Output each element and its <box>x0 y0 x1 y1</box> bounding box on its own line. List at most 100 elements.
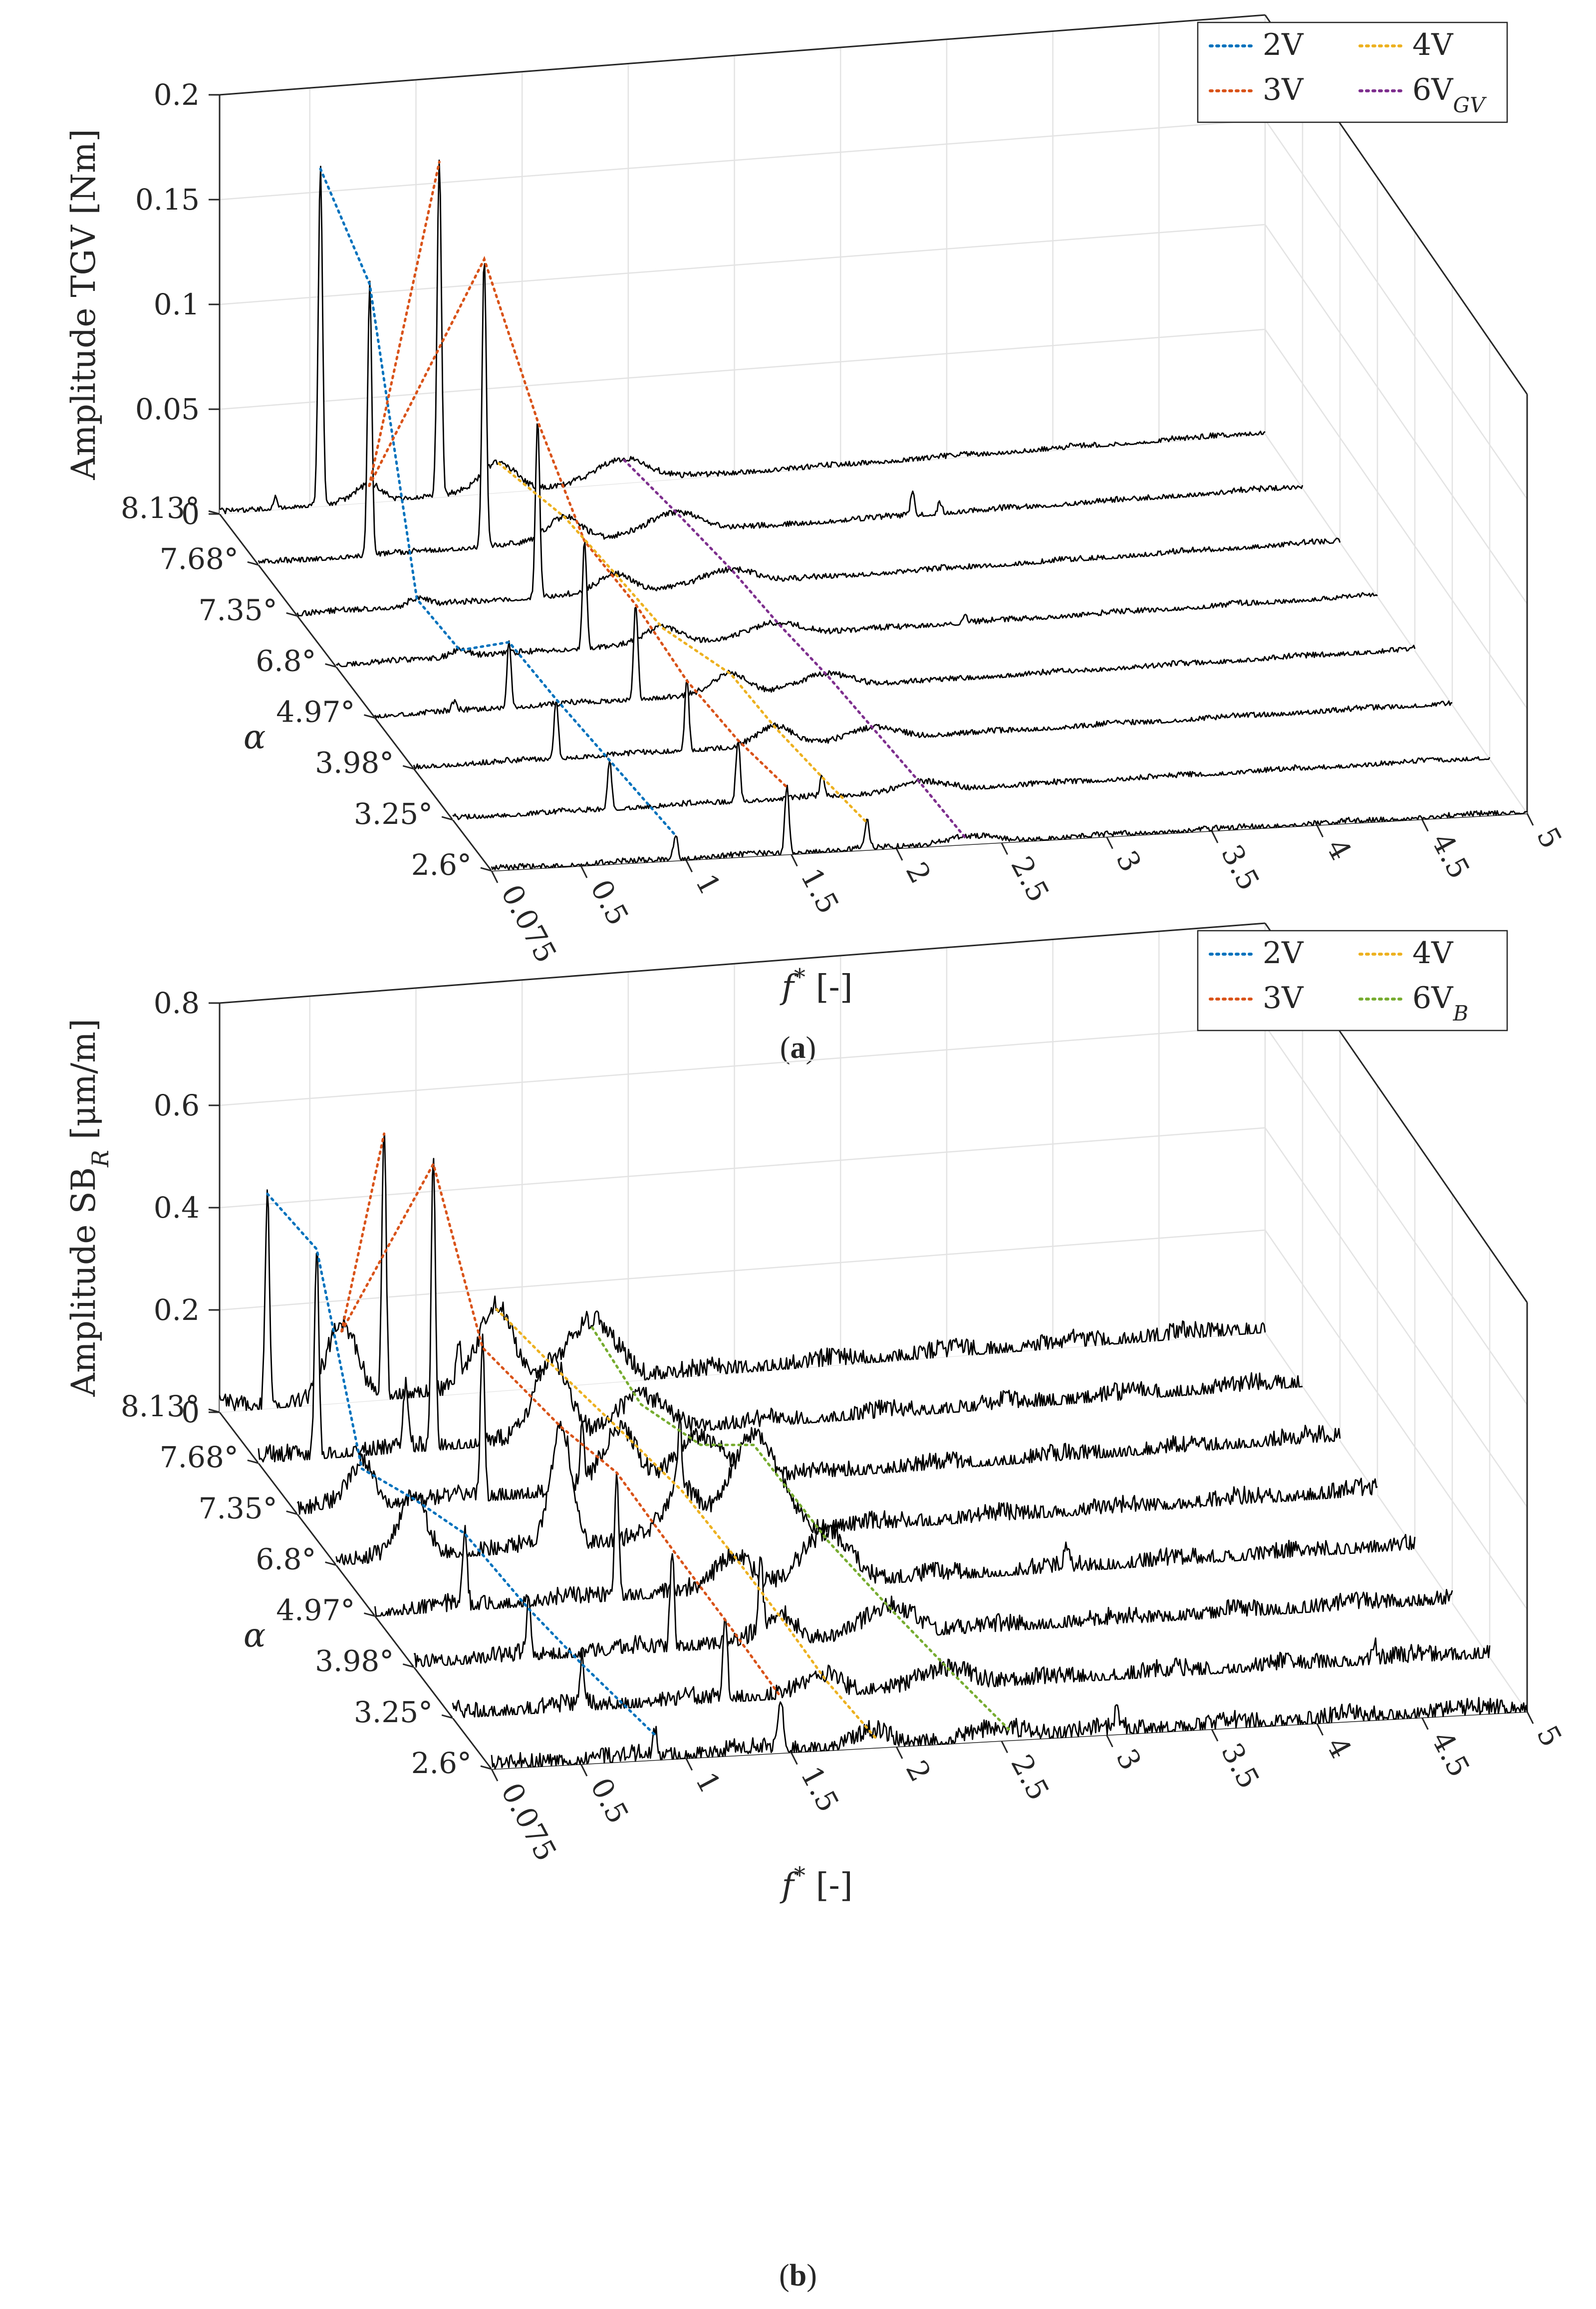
trace-2.6° <box>491 1697 1528 1770</box>
trace-occluder <box>492 1697 1527 1769</box>
track-4V <box>497 462 868 824</box>
legend-box <box>1197 930 1508 1031</box>
track-3V <box>368 160 441 487</box>
grid-line <box>219 1025 1266 1106</box>
f-tick-label: 4 <box>1320 833 1358 866</box>
legend-entry: 4V <box>1412 936 1454 971</box>
alpha-tick-mark <box>402 1663 414 1668</box>
z-ticks: 0 0.2 0.4 0.6 0.8 <box>154 986 220 1429</box>
grid-line <box>219 119 1266 201</box>
axis-titles: Amplitude SBR [μm/m] α f* [-] <box>64 1019 853 1904</box>
z-tick-label: 0.6 <box>154 1088 200 1122</box>
f-tick-label: 2.5 <box>1004 851 1056 907</box>
alpha-tick-label: 8.13° <box>121 1389 200 1423</box>
f-tick-label: 2.5 <box>1004 1749 1056 1805</box>
track-3V <box>340 1160 782 1698</box>
mode-tracks <box>319 160 967 840</box>
f-tick-mark <box>491 870 499 883</box>
trace-4.97° <box>374 606 1416 719</box>
grid-line <box>1264 224 1528 604</box>
legend-entry: 6VGV <box>1412 72 1487 117</box>
f-tick-mark <box>1316 1723 1324 1736</box>
trace-8.13° <box>219 159 1266 514</box>
alpha-tick-label: 3.25° <box>354 797 433 831</box>
f-tick-mark <box>1106 1735 1113 1748</box>
f-tick-mark <box>685 1758 693 1771</box>
panel-b: 0 0.2 0.4 0.6 0.8 2.6° 3.25° 3.98° 4.97° 6.8° 7.35… <box>64 922 1569 2293</box>
alpha-tick-label: 8.13° <box>121 491 200 525</box>
f-tick-mark <box>1001 1740 1009 1754</box>
f-tick-label: 4.5 <box>1425 827 1476 884</box>
legend-label: 4V <box>1412 936 1454 971</box>
z-tick-label: 0.1 <box>154 287 200 321</box>
z-axis-title-unit: [μm/m] <box>64 1019 103 1150</box>
trace-3.25° <box>452 741 1491 820</box>
trace-6.8° <box>335 541 1378 667</box>
caption-label: b <box>790 2259 806 2293</box>
legend-label: 2V <box>1263 27 1304 62</box>
track-3V <box>340 1132 386 1333</box>
f-tick-label: 1.5 <box>794 862 845 919</box>
alpha-tick-mark <box>441 816 453 821</box>
f-tick-label: 0.5 <box>584 874 635 931</box>
z-tick-label: 0.2 <box>154 1293 200 1327</box>
z-tick-label: 0.2 <box>154 78 200 112</box>
grid-line <box>219 224 1266 305</box>
legend-box <box>1197 21 1508 123</box>
trace-occluder <box>492 785 1527 871</box>
legend-subscript: B <box>1453 1001 1469 1026</box>
f-tick-mark <box>685 859 693 873</box>
alpha-tick-mark <box>208 1408 220 1413</box>
f-axis-title-unit: [-] <box>805 968 853 1007</box>
trace-6.8° <box>335 1414 1378 1565</box>
alpha-ticks: 2.6° 3.25° 3.98° 4.97° 6.8° 7.35° 7.68° 8.13° <box>121 1389 492 1780</box>
alpha-tick-mark <box>208 510 220 515</box>
alpha-tick-mark <box>364 714 375 719</box>
alpha-tick-label: 6.8° <box>256 1542 316 1576</box>
f-tick-mark <box>895 848 903 861</box>
trace-occluder <box>414 680 1453 769</box>
f-axis-title: f* [-] <box>779 964 852 1007</box>
legend-label: 3V <box>1263 72 1304 107</box>
f-tick-label: 0.075 <box>495 1778 563 1867</box>
caption-paren-close: ) <box>806 1031 816 1065</box>
trace-occluder <box>258 263 1303 565</box>
alpha-tick-label: 4.97° <box>276 1593 355 1627</box>
caption-paren-close: ) <box>806 2259 817 2293</box>
trace-3.98° <box>413 1553 1453 1668</box>
alpha-tick-label: 2.6° <box>411 848 472 882</box>
legend-entry: 3V <box>1263 72 1304 107</box>
panel-caption: (a) <box>780 1031 816 1065</box>
f-tick-mark <box>791 1752 798 1765</box>
f-tick-mark <box>580 1764 588 1777</box>
axis-titles: Amplitude TGV [Nm] α f* [-] <box>64 129 853 1006</box>
legend: 2V 4V 3V 6VB <box>1197 930 1508 1031</box>
track-4V <box>495 1308 877 1739</box>
alpha-tick-label: 6.8° <box>256 644 316 678</box>
z-tick-label: 0 <box>181 497 200 531</box>
grid-line <box>1264 329 1528 709</box>
track-3V <box>368 256 789 789</box>
trace-3.98° <box>413 679 1453 770</box>
f-tick-label: 1 <box>689 868 727 901</box>
f-tick-mark <box>1106 836 1113 849</box>
alpha-tick-mark <box>286 612 298 617</box>
alpha-tick-label: 7.35° <box>199 1491 277 1525</box>
grid-line <box>219 1127 1266 1209</box>
top-back-edge <box>219 14 1266 96</box>
trace-occluder <box>375 607 1415 718</box>
legend-subscript: GV <box>1453 93 1487 117</box>
alpha-tick-label: 3.25° <box>354 1695 433 1729</box>
alpha-tick-mark <box>441 1714 453 1719</box>
legend-label: 6V <box>1412 981 1454 1016</box>
alpha-tick-mark <box>247 1459 259 1464</box>
z-tick-label: 0.05 <box>135 392 200 426</box>
f-axis-title-superscript: * <box>794 964 805 991</box>
f-tick-label: 0.075 <box>495 879 563 969</box>
grid-line <box>1264 434 1528 814</box>
alpha-tick-mark <box>402 765 414 770</box>
alpha-tick-label: 4.97° <box>276 695 355 729</box>
legend-label: 4V <box>1412 27 1454 62</box>
legend-entry: 2V <box>1263 936 1304 971</box>
